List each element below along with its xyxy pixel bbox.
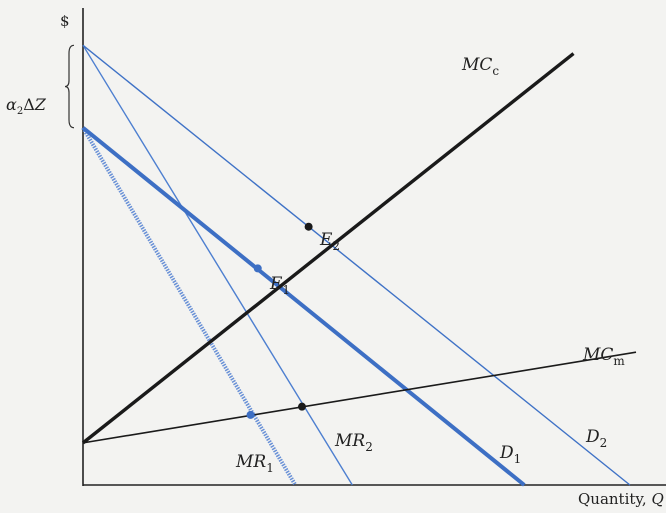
mcc-line (81, 52, 575, 445)
brace (64, 44, 75, 129)
label-mcc: MCc (461, 55, 499, 78)
point-mr2-mcm (297, 402, 306, 411)
mr2-line (82, 44, 353, 486)
point-e2 (304, 222, 313, 231)
mr1-line (81, 126, 298, 487)
x-axis-label: Quantity, Q (578, 490, 664, 508)
label-e1: E1 (269, 274, 290, 297)
label-d1: D1 (499, 443, 521, 466)
label-e2: E2 (319, 230, 340, 253)
d1-line (81, 126, 526, 487)
point-e1 (253, 264, 262, 273)
point-mr1-mcm (246, 410, 255, 419)
d2-line (82, 44, 631, 486)
brace-label: α2ΔZ (6, 95, 47, 117)
y-axis-label: $ (60, 12, 70, 30)
label-d2: D2 (585, 427, 607, 450)
label-mr2: MR2 (334, 431, 373, 454)
label-mcm: MCm (582, 345, 625, 368)
label-mr1: MR1 (235, 452, 274, 475)
mcm-line (82, 351, 637, 444)
